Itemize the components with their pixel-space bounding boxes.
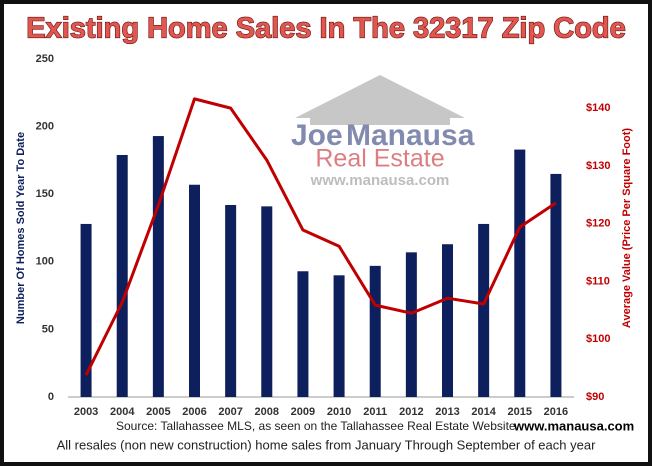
bar — [333, 275, 345, 397]
bar — [116, 154, 128, 397]
bar — [189, 184, 200, 397]
bar — [442, 244, 453, 397]
x-tick-label: 2013 — [435, 406, 459, 418]
x-tick-label: 2009 — [291, 406, 315, 418]
y-tick-label: 50 — [42, 323, 54, 335]
y-axis-title: Number Of Homes Sold Year To Date — [15, 132, 27, 324]
note: All resales (non new construction) home … — [57, 437, 596, 452]
bar — [514, 149, 526, 397]
y-tick-label: 150 — [36, 188, 54, 200]
x-tick-label: 2007 — [218, 406, 242, 418]
y2-tick-label: $100 — [586, 333, 610, 345]
source-link[interactable]: www.manausa.com — [513, 418, 634, 433]
y2-tick-label: $120 — [586, 218, 610, 230]
y2-axis-title: Average Value (Price Per Square Foot) — [621, 128, 633, 328]
logo-text: Real Estate — [315, 145, 444, 173]
source: Source: Tallahassee MLS, as seen on the … — [116, 419, 516, 433]
logo-text: Manausa — [346, 119, 475, 152]
x-tick-label: 2006 — [182, 406, 206, 418]
bar — [297, 271, 309, 397]
x-tick-label: 2008 — [255, 406, 279, 418]
y2-tick-label: $130 — [586, 160, 610, 172]
bar — [152, 136, 164, 397]
x-tick-label: 2004 — [110, 406, 135, 418]
bar — [225, 205, 237, 397]
y2-tick-label: $90 — [586, 391, 604, 403]
logo-text: www.manausa.com — [310, 172, 450, 189]
y2-tick-label: $110 — [586, 275, 610, 287]
x-tick-label: 2011 — [363, 406, 387, 418]
bar — [369, 265, 381, 397]
bar — [80, 223, 92, 397]
x-tick-label: 2014 — [471, 406, 496, 418]
watermark: Joe Manausa Real Estate www.manausa.com — [291, 75, 475, 189]
x-tick-label: 2003 — [74, 406, 98, 418]
bar — [261, 206, 273, 397]
x-tick-label: 2016 — [544, 406, 568, 418]
y-tick-label: 0 — [48, 391, 54, 403]
y-tick-label: 200 — [36, 121, 54, 133]
bar — [478, 223, 490, 397]
x-tick-label: 2005 — [146, 406, 170, 418]
bar — [405, 252, 417, 397]
chart-title: Existing Home Sales In The 32317 Zip Cod… — [26, 13, 626, 45]
x-tick-label: 2010 — [327, 406, 351, 418]
y-tick-label: 100 — [36, 256, 54, 268]
x-tick-label: 2012 — [399, 406, 423, 418]
y2-tick-label: $140 — [586, 102, 610, 114]
logo-text: Joe — [291, 119, 343, 152]
line — [84, 97, 557, 376]
bar — [550, 173, 562, 397]
y-tick-label: 250 — [36, 53, 54, 65]
x-tick-label: 2015 — [508, 406, 532, 418]
logo-roof — [295, 75, 465, 125]
